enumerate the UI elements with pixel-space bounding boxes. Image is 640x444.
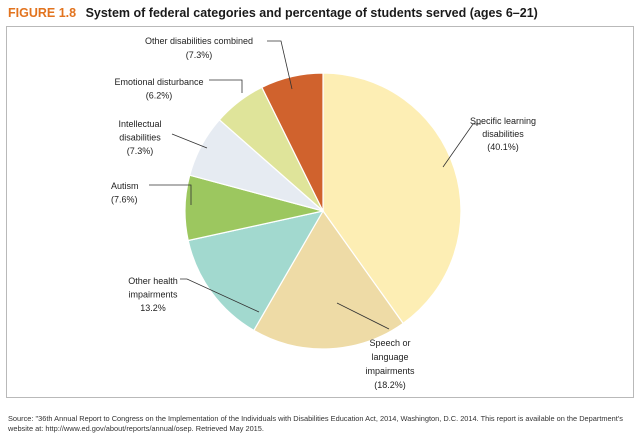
figure-title: System of federal categories and percent… [85, 6, 538, 20]
pie-slice-other-health-impairments [187, 210, 325, 332]
slice-label: Intellectual disabilities (7.3%) [118, 119, 161, 156]
slice-label: Other health impairments 13.2% [128, 276, 178, 313]
leader-line [149, 184, 192, 205]
leader-line [336, 302, 390, 330]
leader-line [180, 278, 260, 313]
figure-heading: FIGURE 1.8 System of federal categories … [8, 6, 538, 20]
chart-frame: Specific learning disabilities (40.1%) Spee… [6, 26, 634, 398]
slice-label: Speech or language impairments (18.2%) [365, 338, 415, 390]
source-note: Source: "36th Annual Report to Congress … [8, 414, 623, 433]
figure-number: FIGURE 1.8 [8, 6, 77, 20]
pie-slice-other-disabilities-combined [261, 72, 324, 212]
pie-chart: Specific learning disabilities (40.1%) Spee… [111, 36, 536, 390]
pie-slice-specific-learning-disabilities [322, 72, 462, 325]
leader-line [267, 40, 293, 90]
slice-label: Specific learning disabilities (40.1%) [470, 116, 536, 152]
leader-line [171, 133, 208, 149]
leader-line [442, 123, 481, 168]
slice-label: Other disabilities combined (7.3%) [145, 36, 253, 60]
slice-label: Autism (7.6%) [111, 181, 139, 205]
pie-slice-speech-or-language-impairments [252, 209, 404, 350]
leader-line [209, 79, 243, 93]
slice-label: Emotional disturbance (6.2%) [114, 77, 203, 101]
